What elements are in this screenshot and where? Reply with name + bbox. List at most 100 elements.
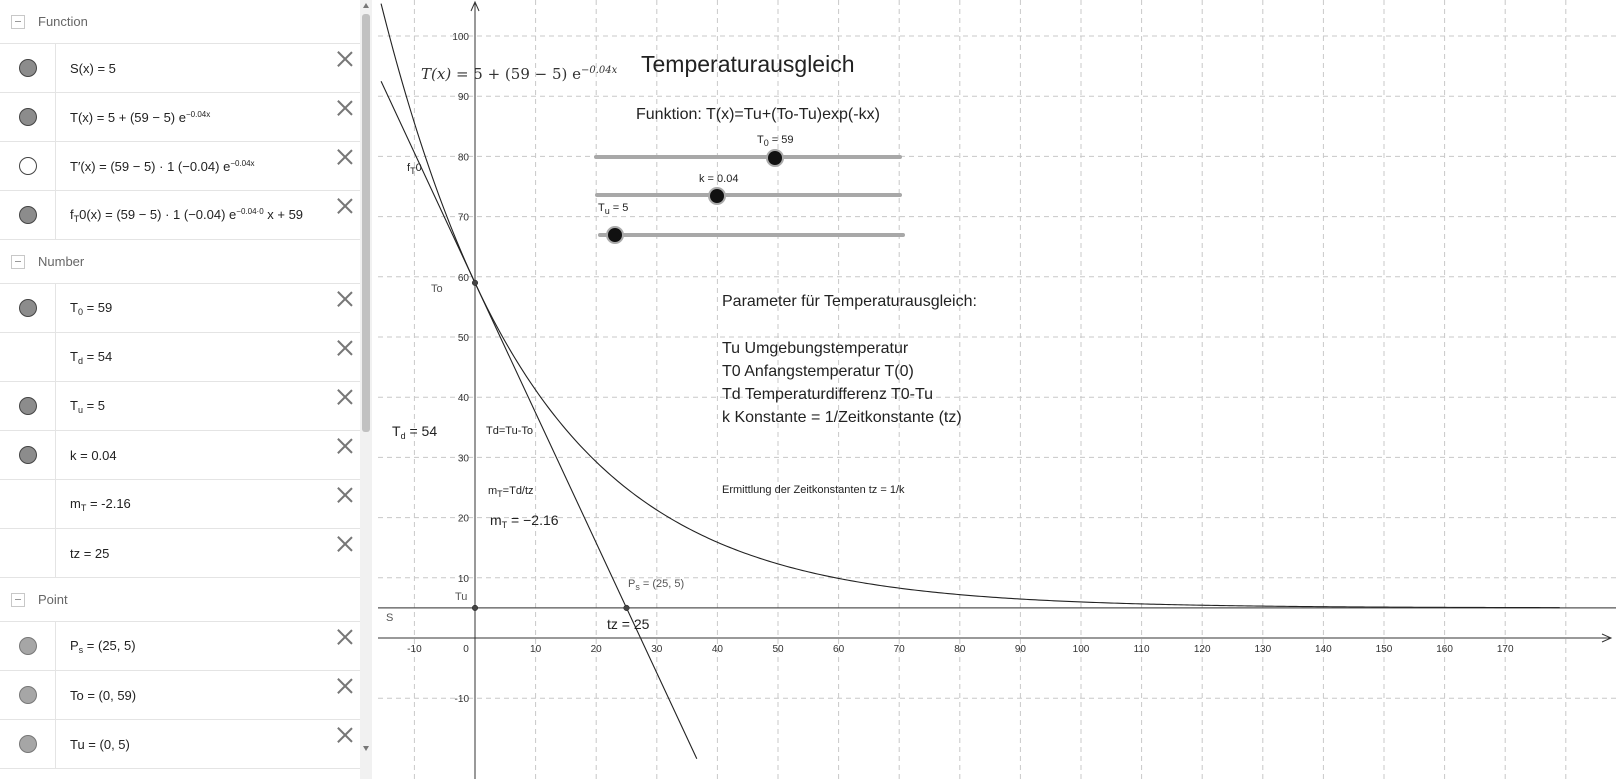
y-tick-label: 80	[458, 152, 470, 163]
params-line: Tu Umgebungstemperatur	[722, 340, 909, 357]
y-tick-label: 50	[458, 333, 470, 344]
slider-tu-label: Tu = 5	[598, 202, 629, 216]
graphics-view[interactable]: -10 0 10 20 30 40 50 60 70 80 90 100 110 120 130 140 150…	[378, 0, 1616, 779]
ps-label: Ps = (25, 5)	[628, 578, 685, 592]
coordinate-plane[interactable]: -10 0 10 20 30 40 50 60 70 80 90 100 110 120 130 140 150…	[378, 0, 1616, 779]
delete-icon[interactable]	[336, 628, 354, 646]
expression[interactable]: T′(x) = (59 − 5) · 1 (−0.04) e−0.04x	[70, 158, 255, 174]
expression[interactable]: Tu = 5	[70, 397, 106, 415]
y-tick-label: 30	[458, 453, 470, 464]
y-tick-label: 20	[458, 514, 470, 525]
visibility-toggle-icon[interactable]	[18, 735, 37, 753]
expression[interactable]: mT = -2.16	[70, 495, 131, 513]
delete-icon[interactable]	[336, 339, 354, 357]
y-tick-label: 100	[452, 32, 469, 43]
expression[interactable]: T(x) = 5 + (59 − 5) e−0.04x	[70, 109, 211, 125]
slider-tu-track[interactable]	[598, 233, 905, 237]
x-tick-label: 110	[1134, 644, 1150, 655]
delete-icon[interactable]	[336, 437, 354, 455]
collapse-toggle-icon[interactable]	[11, 254, 25, 269]
algebra-scrollbar[interactable]	[360, 0, 372, 779]
expression[interactable]: Td = 54	[70, 348, 113, 366]
x-tick-label: 70	[894, 644, 906, 655]
collapse-toggle-icon[interactable]	[11, 14, 25, 29]
expression[interactable]: To = (0, 59)	[70, 687, 137, 703]
group-header-function[interactable]: Function	[0, 0, 360, 44]
tu-point-label: Tu	[455, 591, 468, 603]
visibility-toggle-icon[interactable]	[18, 686, 37, 704]
x-tick-label: 90	[1015, 644, 1027, 655]
delete-icon[interactable]	[336, 486, 354, 504]
group-header-point[interactable]: Point	[0, 578, 360, 622]
x-tick-label: 0	[463, 644, 469, 655]
mt-label: mT = −2.16	[490, 512, 559, 530]
delete-icon[interactable]	[336, 290, 354, 308]
scroll-thumb[interactable]	[362, 14, 370, 432]
visibility-toggle-icon[interactable]	[18, 206, 37, 224]
algebra-row-To[interactable]: To = (0, 59)	[0, 671, 360, 720]
delete-icon[interactable]	[336, 197, 354, 215]
visibility-toggle-icon[interactable]	[18, 397, 37, 415]
algebra-row-T0[interactable]: T0 = 59	[0, 284, 360, 333]
algebra-row-Tu[interactable]: Tu = 5	[0, 382, 360, 431]
delete-icon[interactable]	[336, 677, 354, 695]
slider-t0-knob[interactable]	[766, 149, 784, 167]
expression[interactable]: Tu = (0, 5)	[70, 736, 130, 752]
x-tick-label: 170	[1497, 644, 1514, 655]
x-tick-label: 20	[591, 644, 603, 655]
delete-icon[interactable]	[336, 535, 354, 553]
expression[interactable]: T0 = 59	[70, 299, 113, 317]
collapse-toggle-icon[interactable]	[11, 592, 25, 607]
slider-k-knob[interactable]	[708, 187, 726, 205]
algebra-list: Function S(x) = 5 T(x) = 5 + (59 − 5) e−…	[0, 0, 360, 769]
algebra-row-T[interactable]: T(x) = 5 + (59 − 5) e−0.04x	[0, 93, 360, 142]
slider-k-track[interactable]	[595, 193, 902, 197]
graph-fT0	[380, 81, 698, 759]
slider-t0-track[interactable]	[594, 155, 902, 159]
algebra-row-T-derivative[interactable]: T′(x) = (59 − 5) · 1 (−0.04) e−0.04x	[0, 142, 360, 191]
scroll-down-icon[interactable]	[363, 746, 369, 751]
td-formula: Td=Tu-To	[486, 425, 533, 437]
x-tick-label: 40	[712, 644, 724, 655]
marble-cell	[0, 480, 56, 528]
marble-cell	[0, 382, 56, 430]
slider-t0-label: T0 = 59	[757, 134, 794, 148]
algebra-row-S[interactable]: S(x) = 5	[0, 44, 360, 93]
algebra-row-Td[interactable]: Td = 54	[0, 333, 360, 382]
slider-tu-knob[interactable]	[606, 226, 624, 244]
visibility-toggle-icon[interactable]	[18, 637, 37, 655]
expression[interactable]: k = 0.04	[70, 447, 117, 463]
visibility-toggle-icon[interactable]	[18, 108, 37, 126]
delete-icon[interactable]	[336, 50, 354, 68]
algebra-row-fT0[interactable]: fT0(x) = (59 − 5) · 1 (−0.04) e−0.04·0 x…	[0, 191, 360, 240]
visibility-toggle-icon[interactable]	[18, 157, 37, 175]
algebra-row-Ps[interactable]: Ps = (25, 5)	[0, 622, 360, 671]
expression[interactable]: Ps = (25, 5)	[70, 637, 136, 655]
delete-icon[interactable]	[336, 726, 354, 744]
marble-cell	[0, 529, 56, 577]
expression[interactable]: S(x) = 5	[70, 60, 116, 76]
x-tick-label: 10	[530, 644, 542, 655]
expression[interactable]: fT0(x) = (59 − 5) · 1 (−0.04) e−0.04·0 x…	[70, 206, 304, 224]
expression[interactable]: tz = 25	[70, 545, 110, 561]
marble-cell	[0, 431, 56, 479]
function-text: Funktion: T(x)=Tu+(To-Tu)exp(-kx)	[636, 106, 880, 123]
marble-cell	[0, 93, 56, 141]
scroll-up-icon[interactable]	[363, 3, 369, 8]
delete-icon[interactable]	[336, 99, 354, 117]
visibility-toggle-icon[interactable]	[18, 59, 37, 77]
formula-label: T(x) = 5 + (59 − 5) e−0.04x	[421, 65, 618, 83]
marble-cell	[0, 333, 56, 381]
algebra-row-k[interactable]: k = 0.04	[0, 431, 360, 480]
group-name: Function	[38, 14, 88, 29]
visibility-toggle-icon[interactable]	[18, 299, 37, 317]
algebra-row-mT[interactable]: mT = -2.16	[0, 480, 360, 529]
visibility-toggle-icon[interactable]	[18, 446, 37, 464]
algebra-row-tz[interactable]: tz = 25	[0, 529, 360, 578]
group-header-number[interactable]: Number	[0, 240, 360, 284]
graph-T	[380, 3, 1560, 609]
algebra-view: Function S(x) = 5 T(x) = 5 + (59 − 5) e−…	[0, 0, 372, 779]
delete-icon[interactable]	[336, 388, 354, 406]
algebra-row-Tu-point[interactable]: Tu = (0, 5)	[0, 720, 360, 769]
delete-icon[interactable]	[336, 148, 354, 166]
